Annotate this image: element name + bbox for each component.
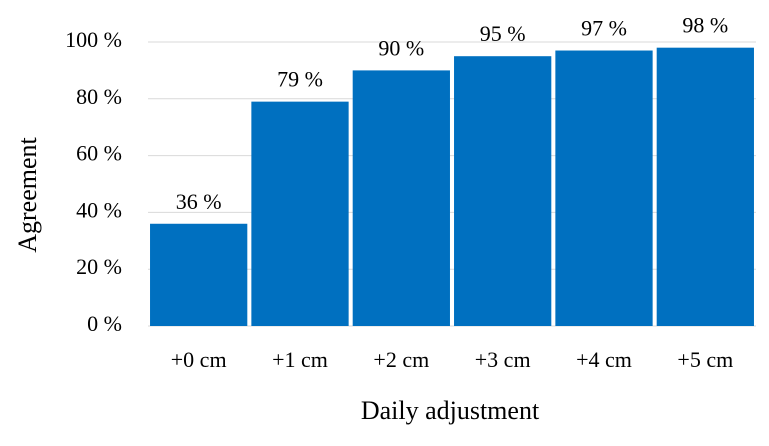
bar <box>555 50 653 327</box>
bar <box>251 101 349 326</box>
value-label: 98 % <box>682 13 728 38</box>
value-label: 79 % <box>277 67 323 92</box>
y-axis-title: Agreement <box>13 136 42 252</box>
x-tick-label: +5 cm <box>677 347 733 372</box>
y-tick-label: 0 % <box>87 311 122 336</box>
bar <box>656 47 754 327</box>
bar <box>454 56 552 326</box>
y-tick-label: 40 % <box>76 197 122 222</box>
x-tick-label: +4 cm <box>576 347 632 372</box>
value-label: 97 % <box>581 16 627 41</box>
y-tick-label: 80 % <box>76 84 122 109</box>
value-label: 90 % <box>378 35 424 60</box>
x-axis-title: Daily adjustment <box>361 396 540 425</box>
bar <box>352 70 450 327</box>
x-tick-label: +0 cm <box>171 347 227 372</box>
y-tick-label: 60 % <box>76 141 122 166</box>
x-tick-label: +3 cm <box>475 347 531 372</box>
y-tick-label: 20 % <box>76 254 122 279</box>
x-tick-label: +1 cm <box>272 347 328 372</box>
y-tick-label: 100 % <box>65 27 122 52</box>
value-label: 95 % <box>480 21 526 46</box>
value-label: 36 % <box>176 189 222 214</box>
x-tick-label: +2 cm <box>373 347 429 372</box>
bar <box>150 223 248 326</box>
